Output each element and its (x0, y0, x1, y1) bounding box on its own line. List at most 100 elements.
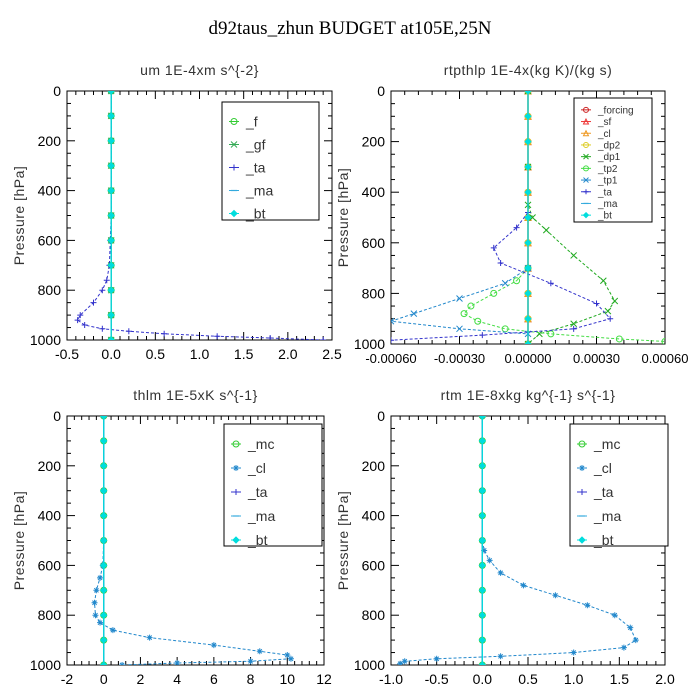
legend-label: _f (245, 113, 258, 129)
legend-label: _ma (593, 508, 621, 524)
data-point (74, 317, 81, 324)
y-tick-label: 600 (362, 235, 386, 251)
data-point (552, 592, 559, 599)
legend: _forcing_sf_cl_dp2_dp1_tp2_tp1_ta_ma_bt (573, 97, 653, 223)
legend-label: _forcing (597, 105, 634, 116)
y-tick-label: 200 (362, 458, 386, 474)
x-tick-label: -0.00060 (365, 351, 416, 366)
data-point (107, 311, 115, 319)
x-tick-label: 0.5 (518, 671, 538, 687)
legend-marker-symbol (231, 164, 237, 171)
legend-label: _dp2 (597, 140, 621, 151)
legend-label: _ma (245, 182, 273, 198)
legend-label: _ta (245, 159, 266, 175)
panel-title: rtm 1E-8xkg kg^{-1} s^{-1} (441, 387, 616, 403)
y-tick-label: 800 (38, 607, 62, 623)
data-point (513, 224, 520, 231)
data-point (109, 627, 116, 634)
data-point (529, 214, 536, 221)
legend-marker-symbol (230, 209, 238, 218)
data-point (100, 536, 108, 545)
data-point (497, 569, 504, 576)
x-tick-label: 1.0 (564, 671, 584, 687)
data-point (107, 91, 115, 95)
series-line (391, 212, 612, 341)
data-point (100, 462, 108, 470)
plot-area (91, 416, 294, 665)
legend-label: _cl (597, 129, 611, 140)
data-point (474, 317, 482, 325)
legend-marker (231, 440, 241, 448)
y-tick-label: 400 (38, 508, 62, 524)
data-point (90, 299, 97, 306)
data-point (490, 244, 497, 251)
data-point (100, 416, 108, 420)
data-point (100, 511, 108, 520)
legend-label: _ta (597, 187, 612, 198)
legend-marker (577, 489, 587, 495)
data-point (570, 649, 577, 656)
legend-label: _bt (245, 205, 266, 221)
data-point (611, 612, 618, 619)
data-point (256, 648, 263, 655)
data-point (547, 280, 554, 287)
y-tick-label: 0 (377, 408, 385, 424)
data-point (478, 511, 487, 520)
data-point (320, 337, 327, 340)
y-tick-label: 1000 (354, 657, 385, 673)
legend-marker (581, 117, 591, 125)
legend: _mc _cl _ta _ma _bt (223, 423, 323, 548)
series-line (463, 267, 665, 342)
data-point (524, 137, 532, 146)
data-point (107, 137, 115, 145)
data-point (391, 337, 394, 344)
y-tick-label: 400 (362, 508, 386, 524)
legend-box (221, 101, 320, 221)
y-tick-label: 200 (362, 134, 386, 150)
data-point (107, 286, 115, 294)
data-point (607, 315, 614, 322)
data-point (632, 637, 639, 644)
data-point (107, 186, 115, 195)
legend-marker-symbol (232, 536, 240, 544)
x-tick-label: -0.5 (425, 671, 449, 687)
data-point (103, 277, 110, 284)
legend-marker-symbol (579, 465, 585, 471)
x-tick-label: 2 (137, 671, 145, 687)
legend-marker (229, 164, 239, 171)
y-tick-label: 200 (38, 458, 62, 474)
legend-label: _cl (247, 460, 266, 476)
legend-marker-symbol (578, 440, 586, 448)
y-tick-label: 1000 (354, 336, 385, 352)
legend-label: _sf (597, 117, 612, 128)
series-bt (100, 416, 108, 665)
data-point (100, 561, 108, 570)
data-point (542, 226, 550, 234)
data-point (401, 658, 408, 665)
y-tick-label: 1000 (30, 657, 61, 673)
data-point (611, 297, 619, 305)
data-point (615, 335, 623, 343)
legend-marker (231, 489, 241, 495)
legend-marker-symbol (233, 489, 239, 495)
panel-title: thlm 1E-5xK s^{-1} (133, 387, 258, 403)
legend-label: _ma (597, 199, 618, 210)
data-point (100, 661, 108, 665)
data-point (524, 289, 532, 298)
data-point (524, 163, 532, 171)
x-tick-label: -0.5 (55, 346, 79, 362)
data-point (513, 277, 521, 285)
series-bt (524, 91, 532, 344)
legend-marker (581, 165, 591, 172)
y-tick-label: 1000 (30, 332, 61, 348)
x-tick-label: 2.0 (655, 671, 675, 687)
data-point (410, 310, 418, 317)
legend-label: _ta (247, 484, 268, 500)
y-tick-label: 600 (362, 557, 386, 573)
data-point (604, 307, 612, 315)
data-point (214, 333, 221, 340)
panel-title: rtpthlp 1E-4x(kg K)/(kg s) (444, 62, 613, 78)
legend-label: _bt (247, 532, 268, 548)
